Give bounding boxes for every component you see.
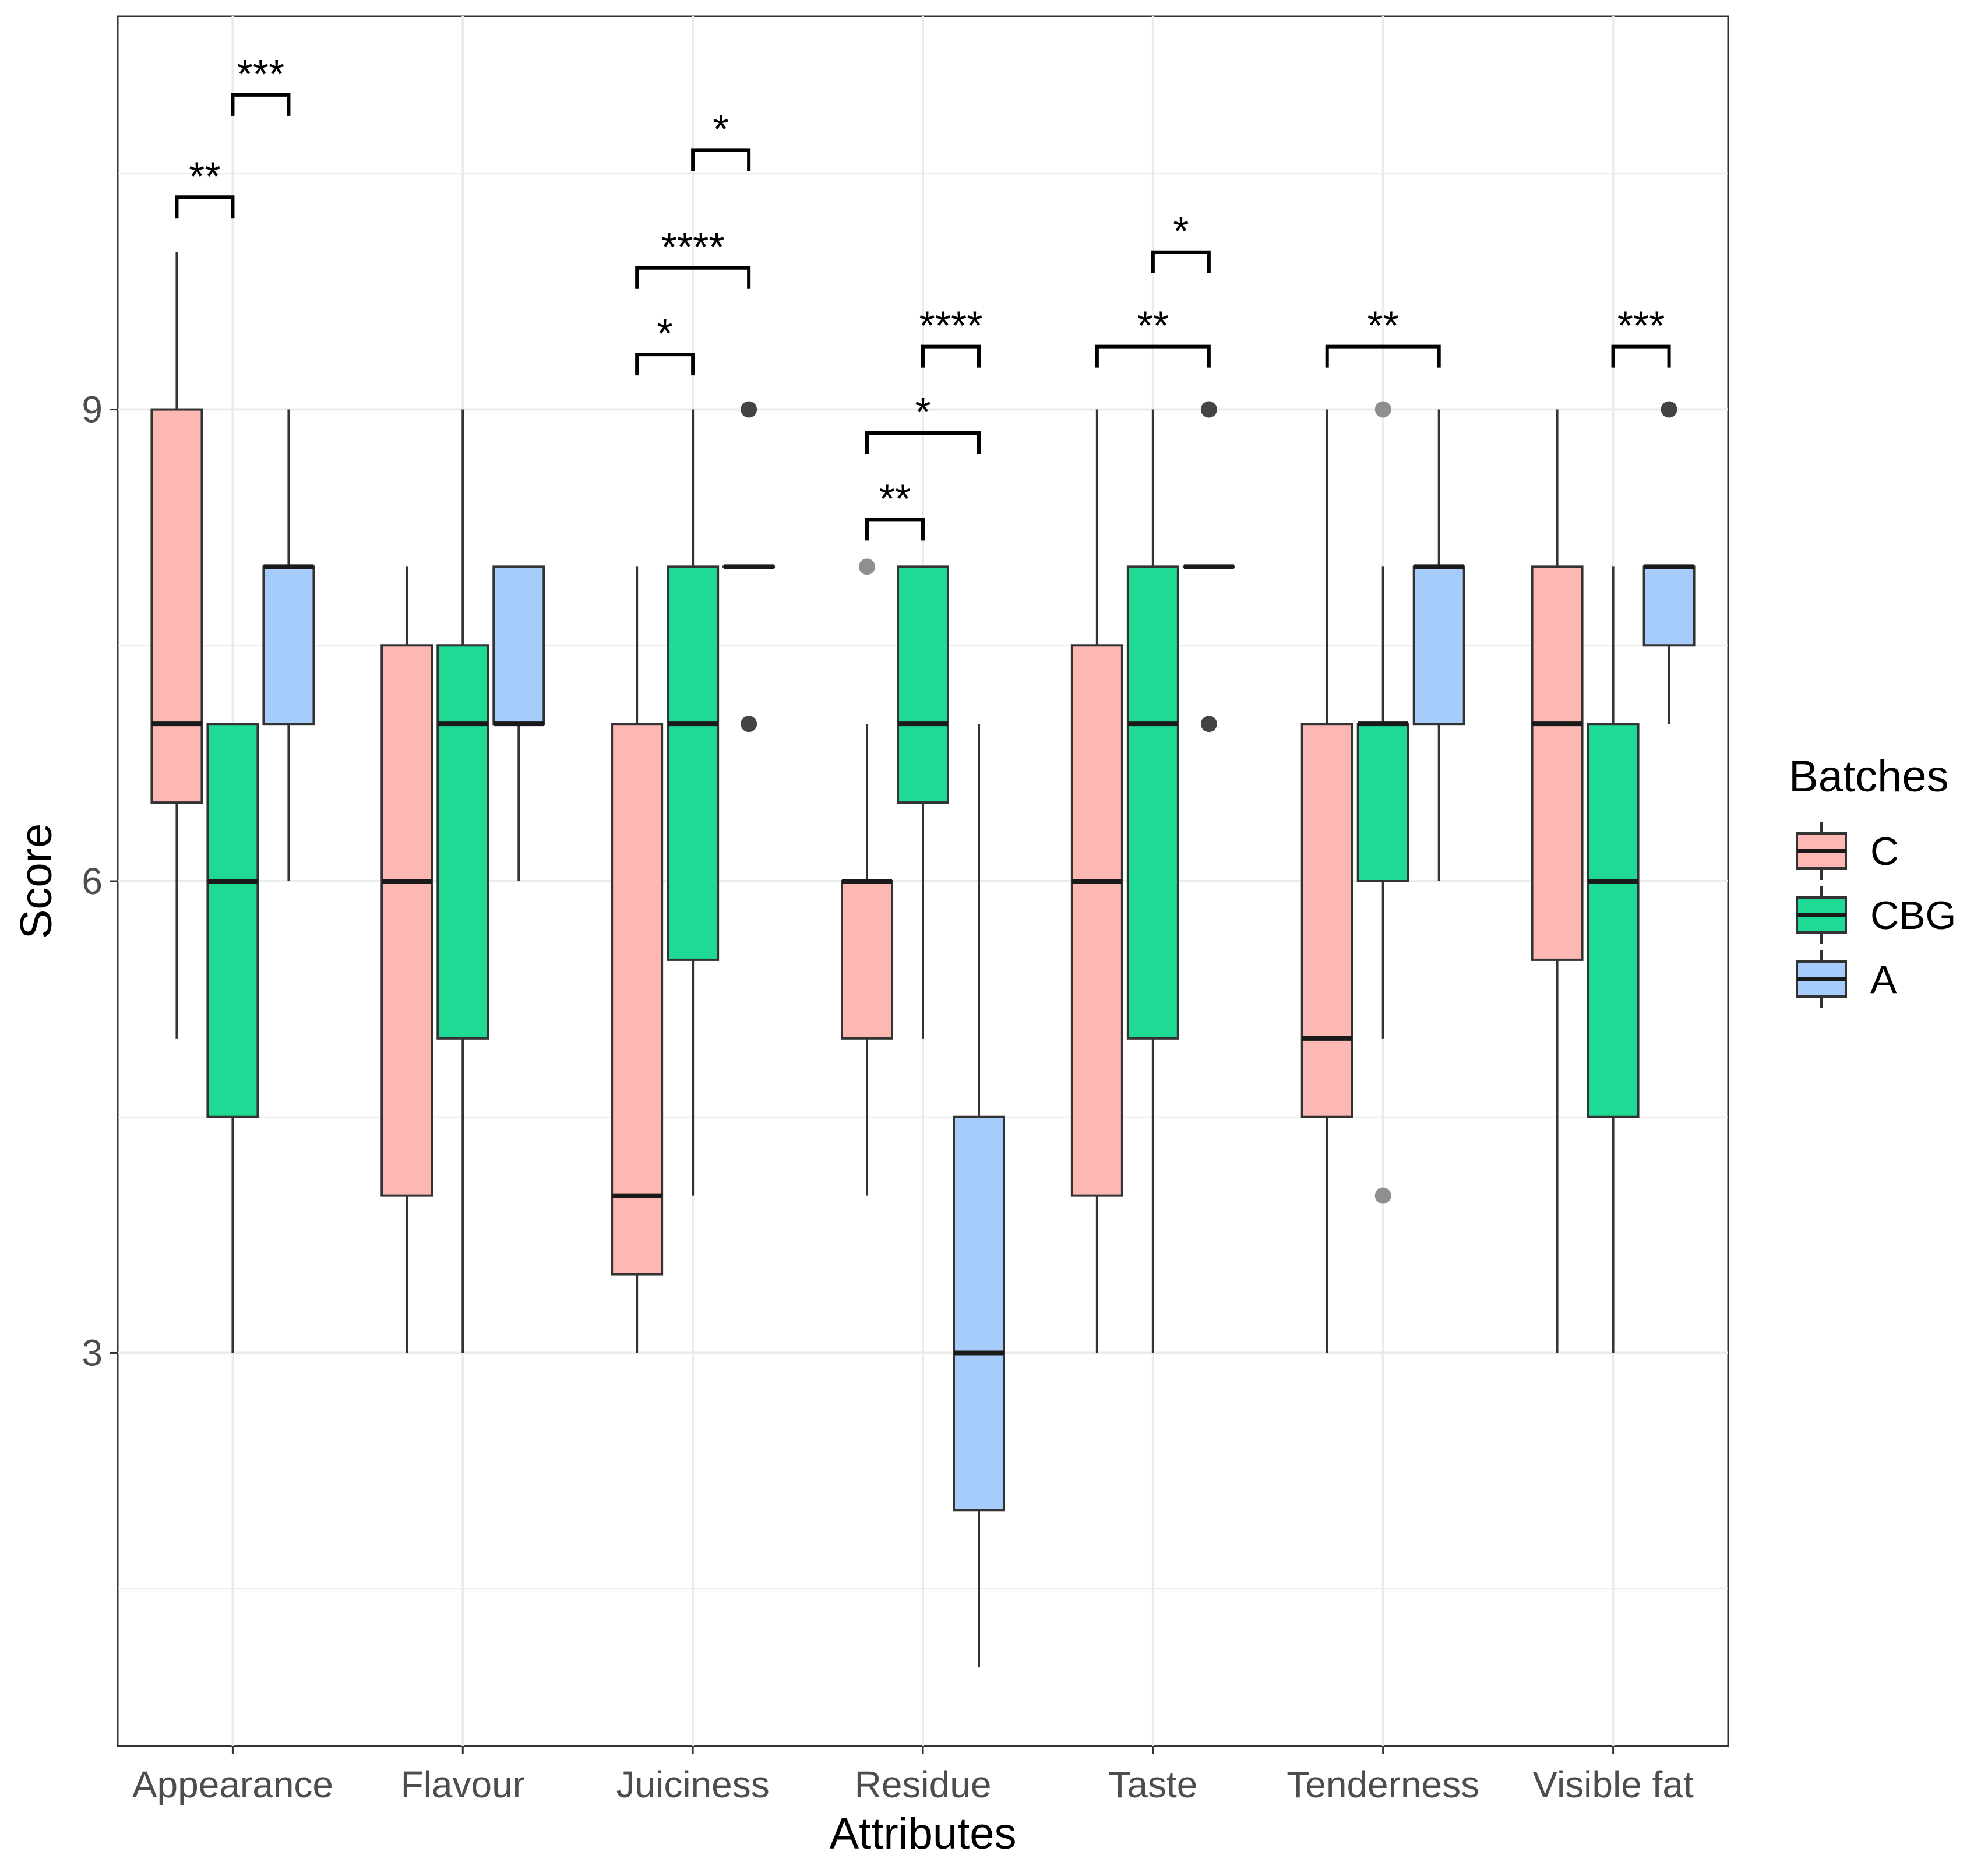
significance-label: ** bbox=[189, 153, 220, 199]
y-tick-label-6: 6 bbox=[82, 860, 103, 902]
outlier-juiciness-a-1 bbox=[741, 716, 757, 732]
box-body-visible-fat-cbg bbox=[1588, 724, 1638, 1117]
box-body-tenderness-a bbox=[1414, 566, 1464, 724]
x-tick-label-juiciness: Juiciness bbox=[616, 1764, 770, 1805]
outlier-taste-a-0 bbox=[1201, 402, 1217, 418]
significance-label: *** bbox=[1617, 303, 1665, 349]
legend-label-a: A bbox=[1870, 958, 1897, 1002]
legend-label-cbg: CBG bbox=[1870, 893, 1956, 938]
outlier-juiciness-a-0 bbox=[741, 402, 757, 418]
x-tick-label-tenderness: Tenderness bbox=[1286, 1764, 1479, 1805]
significance-label: ** bbox=[1367, 303, 1398, 349]
y-tick-label-3: 3 bbox=[82, 1332, 103, 1374]
box-body-appearance-cbg bbox=[207, 724, 258, 1117]
outlier-visible-fat-a-0 bbox=[1661, 402, 1677, 418]
x-tick-label-visible-fat: Visible fat bbox=[1532, 1764, 1694, 1805]
box-body-appearance-c bbox=[151, 410, 202, 803]
box-body-tenderness-cbg bbox=[1358, 724, 1408, 881]
outlier-taste-a-1 bbox=[1201, 716, 1217, 732]
significance-label: **** bbox=[661, 224, 725, 270]
box-body-juiciness-c bbox=[612, 724, 662, 1274]
box-body-taste-c bbox=[1072, 645, 1122, 1195]
box-body-residue-c bbox=[842, 881, 892, 1039]
x-tick-label-residue: Residue bbox=[855, 1764, 992, 1805]
significance-label: * bbox=[1173, 209, 1189, 254]
box-body-appearance-a bbox=[263, 566, 313, 724]
significance-label: **** bbox=[919, 303, 983, 349]
significance-label: *** bbox=[237, 51, 285, 97]
x-tick-label-taste: Taste bbox=[1108, 1764, 1197, 1805]
significance-label: * bbox=[713, 106, 729, 152]
legend: Batches C CBG A bbox=[1789, 752, 1956, 1008]
legend-title: Batches bbox=[1789, 752, 1949, 801]
legend-items: C CBG A bbox=[1797, 822, 1956, 1008]
significance-label: ** bbox=[1137, 303, 1169, 349]
box-body-flavour-a bbox=[494, 566, 544, 724]
box-body-visible-fat-c bbox=[1532, 566, 1582, 960]
x-tick-label-appearance: Appearance bbox=[132, 1764, 333, 1805]
outlier-tenderness-cbg-1 bbox=[1375, 1188, 1391, 1204]
box-body-tenderness-c bbox=[1302, 724, 1352, 1117]
legend-item-c: C bbox=[1797, 822, 1899, 880]
x-axis-title: Attributes bbox=[829, 1809, 1016, 1859]
box-body-residue-a bbox=[954, 1117, 1004, 1511]
outlier-residue-c-0 bbox=[859, 558, 875, 575]
y-axis-title: Score bbox=[12, 823, 61, 939]
box-body-taste-cbg bbox=[1128, 566, 1178, 1038]
significance-label: * bbox=[657, 311, 673, 356]
y-tick-label-9: 9 bbox=[82, 389, 103, 431]
x-tick-label-flavour: Flavour bbox=[401, 1764, 525, 1805]
significance-label: ** bbox=[879, 476, 911, 521]
box-body-visible-fat-a bbox=[1644, 566, 1694, 645]
box-body-flavour-c bbox=[382, 645, 432, 1195]
legend-item-cbg: CBG bbox=[1797, 886, 1956, 944]
box-body-residue-cbg bbox=[898, 566, 948, 802]
legend-item-a: A bbox=[1797, 950, 1897, 1008]
legend-label-c: C bbox=[1870, 829, 1899, 874]
box-body-flavour-cbg bbox=[438, 645, 488, 1039]
box-body-juiciness-cbg bbox=[668, 566, 718, 960]
outlier-tenderness-cbg-0 bbox=[1375, 402, 1391, 418]
significance-label: * bbox=[915, 389, 930, 435]
